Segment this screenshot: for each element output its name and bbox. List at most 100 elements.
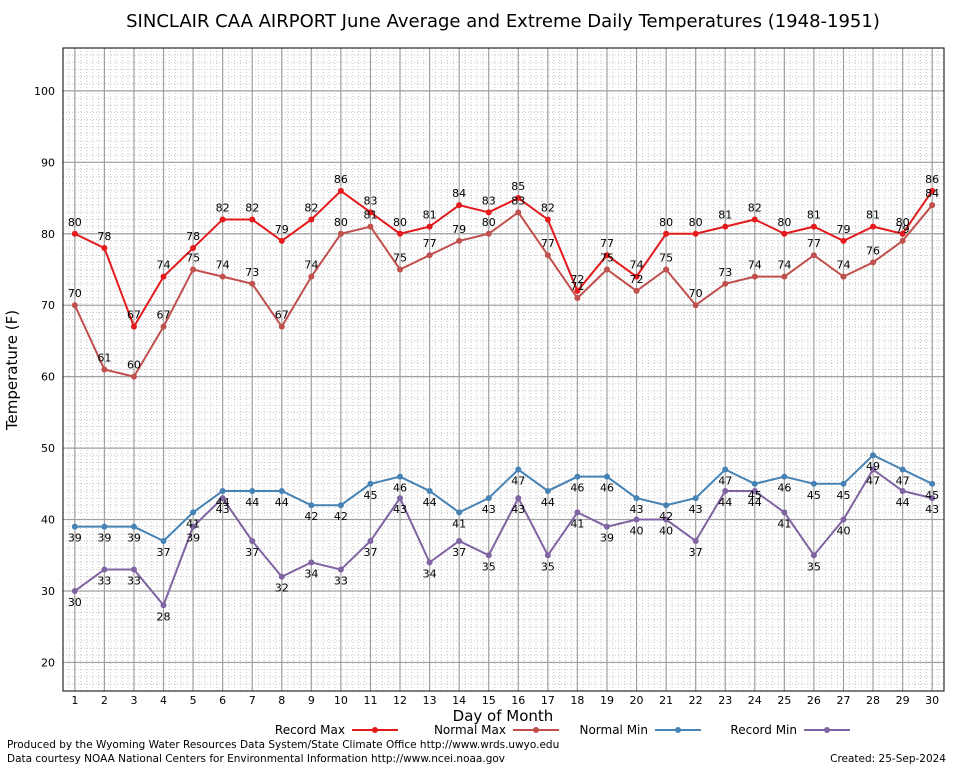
normal-max-data-label: 76 — [866, 244, 880, 257]
record-max-line — [74, 189, 933, 329]
record-max-data-label: 82 — [541, 201, 555, 214]
record-min-data-label: 35 — [541, 560, 555, 573]
x-tick-label: 27 — [836, 694, 850, 707]
record-min-point — [929, 495, 936, 502]
normal-min-line — [74, 454, 933, 543]
y-tick-label: 100 — [34, 85, 55, 98]
legend-marker-normal-min — [675, 727, 681, 733]
record-min-point — [426, 559, 433, 566]
record-min-data-label: 33 — [334, 575, 348, 588]
normal-min-data-label: 43 — [689, 503, 703, 516]
record-max-point — [426, 223, 433, 230]
normal-min-data-label: 49 — [866, 460, 880, 473]
normal-min-data-label: 44 — [423, 496, 437, 509]
record-min-data-label: 43 — [216, 503, 230, 516]
record-min-point — [810, 552, 817, 559]
normal-min-data-label: 45 — [836, 489, 850, 502]
record-max-data-label: 83 — [482, 194, 496, 207]
footer-credit-line-1: Produced by the Wyoming Water Resources … — [7, 739, 560, 751]
x-tick-label: 10 — [334, 694, 348, 707]
record-max-point — [278, 237, 285, 244]
normal-max-point — [71, 302, 78, 309]
record-min-point — [397, 495, 404, 502]
record-min-data-label: 39 — [600, 532, 614, 545]
record-min-point — [485, 552, 492, 559]
record-min-data-label: 33 — [97, 575, 111, 588]
record-max-data-label: 82 — [748, 201, 762, 214]
record-min-data-label: 43 — [393, 503, 407, 516]
normal-max-data-label: 80 — [482, 216, 496, 229]
normal-min-point — [692, 495, 699, 502]
x-tick-label: 22 — [689, 694, 703, 707]
legend-label-normal-max: Normal Max — [434, 723, 506, 737]
normal-max-point — [101, 366, 108, 373]
normal-min-data-label: 46 — [600, 482, 614, 495]
x-tick-label: 5 — [190, 694, 197, 707]
record-max-data-label: 79 — [275, 223, 289, 236]
record-max-point — [160, 273, 167, 280]
record-max-point — [544, 216, 551, 223]
normal-max-data-label: 67 — [275, 309, 289, 322]
normal-max-data-label: 60 — [127, 359, 141, 372]
normal-min-data-label: 47 — [718, 475, 732, 488]
normal-max-point — [751, 273, 758, 280]
record-max-data-label: 83 — [363, 194, 377, 207]
normal-min-point — [899, 466, 906, 473]
normal-max-data-label: 79 — [896, 223, 910, 236]
record-max-data-label: 80 — [659, 216, 673, 229]
record-max-data-label: 77 — [600, 237, 614, 250]
record-max-point — [190, 245, 197, 252]
normal-min-point — [485, 495, 492, 502]
normal-min-point — [840, 480, 847, 487]
normal-min-data-label: 43 — [630, 503, 644, 516]
record-min-data-label: 40 — [659, 525, 673, 538]
record-min-point — [633, 516, 640, 523]
record-min-point — [899, 487, 906, 494]
normal-max-point — [929, 202, 936, 209]
record-max-data-label: 80 — [777, 216, 791, 229]
normal-min-point — [663, 502, 670, 509]
record-min-point — [574, 509, 581, 516]
record-max-data-label: 85 — [511, 180, 525, 193]
x-tick-label: 20 — [630, 694, 644, 707]
record-min-data-label: 43 — [925, 503, 939, 516]
legend-marker-record-min — [824, 727, 830, 733]
record-max-data-label: 81 — [866, 209, 880, 222]
record-min-data-label: 40 — [836, 525, 850, 538]
x-tick-label: 7 — [249, 694, 256, 707]
record-min-point — [840, 516, 847, 523]
record-min-point — [71, 587, 78, 594]
x-tick-label: 4 — [160, 694, 167, 707]
normal-max-data-label: 81 — [363, 209, 377, 222]
record-min-line — [74, 468, 933, 608]
record-max-data-label: 78 — [186, 230, 200, 243]
record-min-point — [249, 537, 256, 544]
record-max-point — [633, 273, 640, 280]
y-tick-label: 30 — [41, 585, 55, 598]
x-tick-label: 2 — [101, 694, 108, 707]
x-tick-label: 24 — [748, 694, 762, 707]
normal-max-data-label: 75 — [393, 251, 407, 264]
record-max-point — [722, 223, 729, 230]
record-min-point — [337, 566, 344, 573]
legend-marker-normal-max — [533, 727, 539, 733]
normal-max-data-label: 77 — [541, 237, 555, 250]
record-min-data-label: 37 — [689, 546, 703, 559]
x-tick-label: 12 — [393, 694, 407, 707]
normal-max-data-label: 61 — [97, 352, 111, 365]
record-min-data-label: 37 — [452, 546, 466, 559]
normal-max-data-label: 74 — [836, 259, 850, 272]
normal-min-data-label: 47 — [511, 475, 525, 488]
normal-min-data-label: 45 — [807, 489, 821, 502]
normal-min-point — [71, 523, 78, 530]
record-max-point — [810, 223, 817, 230]
normal-max-data-label: 77 — [423, 237, 437, 250]
normal-min-point — [456, 509, 463, 516]
record-min-data-label: 39 — [186, 532, 200, 545]
record-max-point — [929, 187, 936, 194]
legend-label-record-max: Record Max — [275, 723, 345, 737]
normal-min-point — [603, 473, 610, 480]
record-min-point — [219, 495, 226, 502]
normal-min-data-label: 46 — [777, 482, 791, 495]
